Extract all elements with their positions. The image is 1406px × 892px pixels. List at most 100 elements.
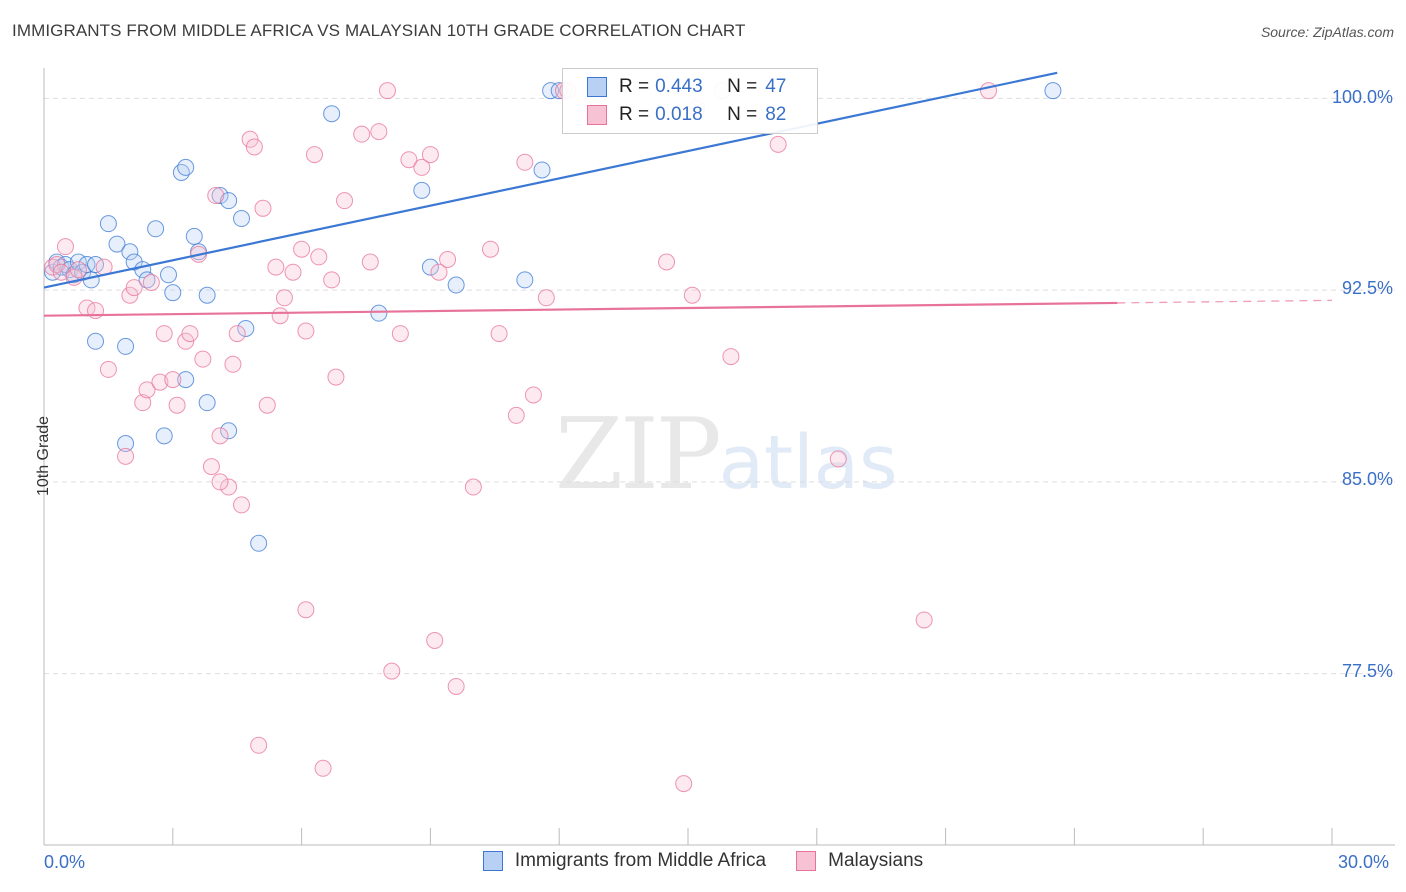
blue-point — [177, 158, 195, 176]
r-label: R = — [619, 104, 650, 125]
blue-point — [533, 161, 551, 179]
blue-point — [421, 258, 439, 276]
pink-point — [211, 427, 229, 445]
pink-point — [464, 478, 482, 496]
pink-trend-extension — [1117, 299, 1333, 304]
n-value: 82 — [765, 104, 787, 125]
chart-title: IMMIGRANTS FROM MIDDLE AFRICA VS MALAYSI… — [12, 21, 746, 40]
legend-label: Malaysians — [828, 850, 924, 871]
pink-point — [125, 279, 143, 297]
pink-point — [241, 130, 259, 148]
pink-point — [168, 396, 186, 414]
blue-swatch — [482, 851, 503, 871]
blue-point — [147, 220, 165, 238]
pink-point — [353, 125, 371, 143]
blue-point — [108, 235, 126, 253]
pink-point — [400, 151, 418, 169]
pink-point — [284, 263, 302, 281]
y-tick-label-77-5: 77.5% — [1341, 661, 1393, 681]
pink-point — [297, 601, 315, 619]
blue-point — [413, 181, 431, 199]
watermark-atlas: atlas — [718, 420, 898, 506]
pink-point — [117, 447, 135, 465]
pink-point — [439, 250, 457, 268]
pink-point — [254, 199, 272, 217]
r-value: 0.018 — [655, 104, 703, 125]
pink-point — [155, 325, 173, 343]
legend-item-middle-africa[interactable]: Immigrants from Middle Africa — [482, 850, 766, 872]
blue-point — [121, 243, 139, 261]
pink-point — [267, 258, 285, 276]
blue-point — [87, 332, 105, 350]
n-label: N = — [727, 76, 758, 97]
pink-point — [250, 736, 268, 754]
blue-trend-line — [43, 71, 1058, 289]
blue-point — [198, 286, 216, 304]
y-axis-label: 10th Grade — [35, 415, 53, 497]
pink-point — [56, 238, 74, 256]
blue-point — [99, 215, 117, 233]
blue-point — [1044, 82, 1062, 100]
pink-point — [507, 406, 525, 424]
blue-point — [185, 227, 203, 245]
blue-point — [516, 271, 534, 289]
series-legend: Immigrants from Middle Africa Malaysians — [0, 850, 1406, 872]
pink-trend-line — [43, 301, 1118, 317]
legend-item-malaysians[interactable]: Malaysians — [796, 850, 923, 872]
pink-point — [297, 322, 315, 340]
n-label: N = — [727, 104, 758, 125]
x-tick-label-max: 30.0% — [1338, 852, 1390, 872]
y-tick-label-100: 100.0% — [1331, 87, 1393, 107]
pink-point — [323, 271, 341, 289]
pink-point — [52, 263, 70, 281]
pink-point — [447, 677, 465, 695]
blue-point — [117, 435, 135, 453]
pink-point — [293, 240, 311, 258]
blue-point — [198, 394, 216, 412]
pink-point — [370, 123, 388, 141]
pink-point — [383, 662, 401, 680]
pink-point — [138, 381, 156, 399]
r-label: R = — [619, 76, 650, 97]
pink-point — [245, 138, 263, 156]
pink-point — [275, 289, 293, 307]
pink-point — [675, 775, 693, 793]
pink-point — [142, 273, 160, 291]
pink-point — [658, 253, 676, 271]
pink-point — [683, 286, 701, 304]
pink-point — [482, 240, 500, 258]
pink-swatch — [587, 105, 607, 125]
pink-point — [722, 348, 740, 366]
pink-point — [310, 248, 328, 266]
pink-point — [361, 253, 379, 271]
pink-point — [48, 256, 66, 274]
blue-point — [82, 271, 100, 289]
blue-point — [155, 427, 173, 445]
x-tick-label-min: 0.0% — [44, 852, 86, 872]
watermark: ZIPatlas — [555, 398, 898, 512]
blue-point — [370, 304, 388, 322]
pink-point — [516, 153, 534, 171]
pink-point — [258, 396, 276, 414]
pink-point — [426, 631, 444, 649]
pink-point — [769, 135, 787, 153]
pink-point — [490, 325, 508, 343]
blue-point — [177, 371, 195, 389]
blue-point — [237, 319, 255, 337]
pink-point — [524, 386, 542, 404]
blue-point — [44, 263, 62, 281]
pink-point — [271, 307, 289, 325]
pink-point — [336, 192, 354, 210]
blue-point — [160, 266, 178, 284]
pink-point — [164, 371, 182, 389]
pink-point — [207, 187, 225, 205]
pink-point — [194, 350, 212, 368]
blue-point — [323, 105, 341, 123]
pink-point — [232, 496, 250, 514]
pink-point — [99, 360, 117, 378]
blue-point — [211, 187, 229, 205]
pink-point — [121, 286, 139, 304]
blue-point — [220, 192, 238, 210]
r-value: 0.443 — [655, 76, 703, 97]
